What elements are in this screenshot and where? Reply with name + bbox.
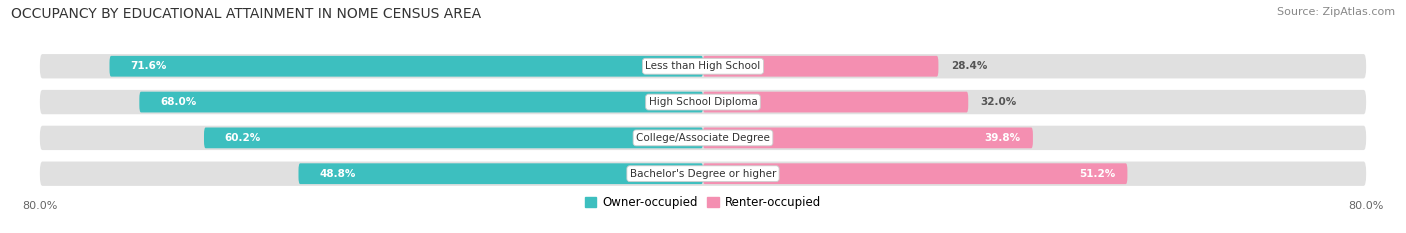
Text: Less than High School: Less than High School: [645, 61, 761, 71]
Text: High School Diploma: High School Diploma: [648, 97, 758, 107]
FancyBboxPatch shape: [703, 163, 1128, 184]
Text: Source: ZipAtlas.com: Source: ZipAtlas.com: [1277, 7, 1395, 17]
FancyBboxPatch shape: [39, 54, 1367, 79]
FancyBboxPatch shape: [39, 126, 1367, 150]
FancyBboxPatch shape: [139, 92, 703, 113]
Text: OCCUPANCY BY EDUCATIONAL ATTAINMENT IN NOME CENSUS AREA: OCCUPANCY BY EDUCATIONAL ATTAINMENT IN N…: [11, 7, 481, 21]
FancyBboxPatch shape: [298, 163, 703, 184]
FancyBboxPatch shape: [703, 127, 1033, 148]
Text: 32.0%: 32.0%: [981, 97, 1017, 107]
Text: 60.2%: 60.2%: [225, 133, 262, 143]
FancyBboxPatch shape: [110, 56, 703, 77]
FancyBboxPatch shape: [39, 90, 1367, 114]
FancyBboxPatch shape: [39, 161, 1367, 186]
Text: 39.8%: 39.8%: [984, 133, 1021, 143]
FancyBboxPatch shape: [703, 56, 938, 77]
Legend: Owner-occupied, Renter-occupied: Owner-occupied, Renter-occupied: [579, 192, 827, 214]
Text: Bachelor's Degree or higher: Bachelor's Degree or higher: [630, 169, 776, 179]
Text: 28.4%: 28.4%: [950, 61, 987, 71]
Text: 68.0%: 68.0%: [160, 97, 197, 107]
FancyBboxPatch shape: [204, 127, 703, 148]
Text: College/Associate Degree: College/Associate Degree: [636, 133, 770, 143]
FancyBboxPatch shape: [703, 92, 969, 113]
Text: 48.8%: 48.8%: [319, 169, 356, 179]
Text: 51.2%: 51.2%: [1078, 169, 1115, 179]
Text: 71.6%: 71.6%: [131, 61, 166, 71]
